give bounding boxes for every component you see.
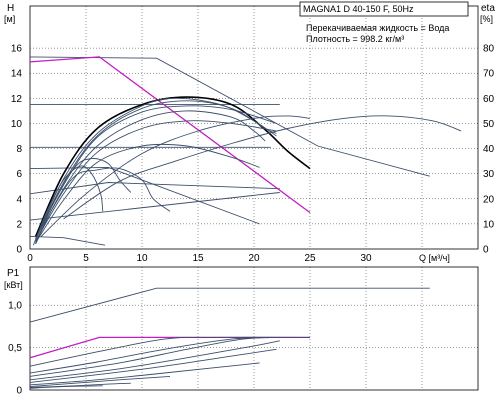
x-tick-label: 10: [136, 253, 148, 264]
head-series-line-3: [29, 166, 260, 225]
power-series-line-9: [29, 382, 131, 388]
power-series-line-4: [29, 336, 280, 377]
eta-axis-unit: [%]: [480, 14, 493, 24]
y-tick-label: 14: [11, 69, 23, 80]
y-tick-label: 8: [16, 144, 22, 155]
power-y-tick-label: 0,5: [8, 343, 22, 354]
head-series-line-12: [35, 110, 266, 242]
power-axis-label: P1: [7, 268, 20, 279]
head-series-line-16: [35, 158, 132, 245]
power-series-line-6: [29, 348, 277, 383]
x-tick-label: 15: [192, 253, 204, 264]
y-tick-label: 12: [11, 94, 23, 105]
y-tick-label: 4: [16, 194, 22, 205]
head-chart-ticks: 0 5 10 15 20 25 30 Q [м³/ч] 0 2 4 6 8 10 12 14 16 0 10 20 30…: [11, 44, 495, 264]
y-right-tick-label: 70: [483, 69, 495, 80]
head-chart-grid: [29, 5, 479, 250]
head-chart-series: [29, 56, 462, 246]
y-right-tick-label: 30: [483, 169, 495, 180]
head-series-line-17: [32, 165, 104, 246]
head-series-line-19: [40, 115, 311, 237]
y-tick-label: 0: [16, 245, 22, 256]
x-tick-label: 0: [27, 253, 33, 264]
power-series-line-2: [29, 336, 311, 367]
y-right-tick-label: 10: [483, 219, 495, 230]
density-label: Плотность = 998.2 кг/м³: [306, 34, 404, 44]
liquid-label: Перекачиваемая жидкость = Вода: [306, 23, 449, 33]
head-series-line-6: [29, 235, 106, 246]
head-series-line-13: [35, 120, 277, 242]
model-label: MAGNA1 D 40-150 F, 50Hz: [303, 4, 414, 14]
power-series-line-5: [29, 340, 280, 381]
power-series-line-0: [29, 287, 430, 323]
head-axis-unit: [м]: [4, 14, 15, 24]
y-tick-label: 10: [11, 119, 23, 130]
power-series-line-8: [29, 375, 171, 388]
y-right-tick-label: 20: [483, 194, 495, 205]
power-series-line-7: [29, 362, 260, 386]
head-series-line-14: [35, 143, 260, 243]
power-chart-ticks: 0 0,5 1,0: [8, 301, 22, 397]
model-box: [299, 1, 469, 17]
head-series-line-8: [34, 96, 311, 237]
power-y-tick-label: 0: [16, 386, 22, 397]
head-series-line-9: [35, 100, 277, 240]
y-right-tick-label: 40: [483, 144, 495, 155]
x-tick-label: Q [м³/ч]: [419, 253, 450, 263]
power-chart-series: [29, 287, 430, 389]
head-axis-label: H: [7, 3, 14, 14]
head-series-line-5: [29, 192, 280, 221]
head-series-line-15: [35, 167, 171, 245]
x-tick-label: 25: [304, 253, 316, 264]
x-tick-label: 30: [360, 253, 372, 264]
y-tick-label: 6: [16, 169, 22, 180]
head-series-line-18: [63, 115, 462, 220]
power-series-line-3: [29, 336, 280, 374]
y-right-tick-label: 50: [483, 119, 495, 130]
y-tick-label: 16: [11, 44, 23, 55]
power-series-line-10: [29, 385, 103, 389]
x-tick-label: 5: [83, 253, 89, 264]
y-tick-label: 2: [16, 219, 22, 230]
y-right-tick-label: 60: [483, 94, 495, 105]
y-right-tick-label: 0: [483, 245, 489, 256]
power-y-tick-label: 1,0: [8, 301, 22, 312]
eta-axis-label: eta: [481, 3, 495, 14]
x-tick-label: 20: [248, 253, 260, 264]
head-series-line-7: [29, 56, 311, 214]
y-right-tick-label: 80: [483, 44, 495, 55]
power-axis-unit: [кВт]: [4, 280, 23, 290]
